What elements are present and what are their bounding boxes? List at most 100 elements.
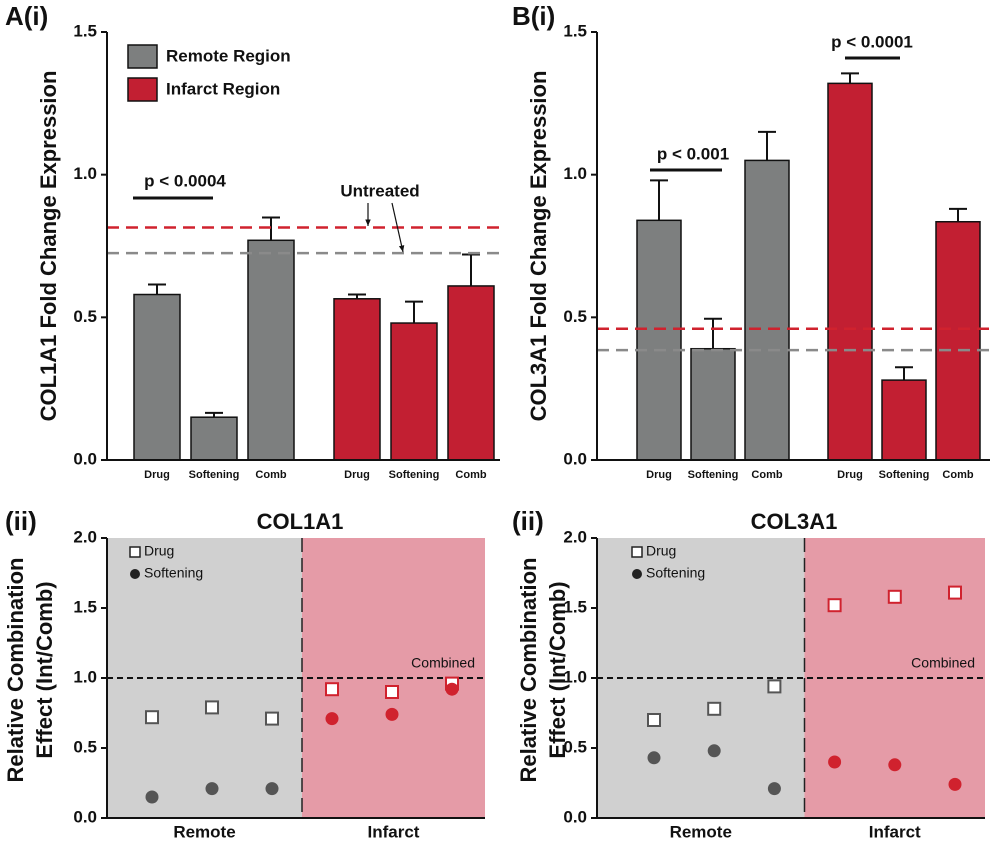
chart-title: COL1A1 <box>257 509 344 534</box>
y-tick-label: 1.0 <box>563 667 587 686</box>
point-square <box>887 589 902 604</box>
y-tick-label: 1.5 <box>73 21 97 40</box>
x-tick-label: Comb <box>751 469 782 481</box>
annotation: Untreated <box>340 181 419 200</box>
point-circle <box>888 758 902 772</box>
panel-label: (ii) <box>512 506 544 536</box>
group-label: Remote <box>173 822 235 841</box>
x-tick-label: Drug <box>837 469 863 481</box>
chart-title: COL3A1 <box>751 509 838 534</box>
point-circle <box>325 712 339 726</box>
x-tick-label: Softening <box>189 469 240 481</box>
bar <box>190 416 238 461</box>
y-tick-label: 1.0 <box>73 667 97 686</box>
y-tick-label: 0.0 <box>563 807 587 826</box>
y-tick-label: 0.5 <box>73 307 97 326</box>
legend-marker <box>632 569 642 579</box>
annotation: p < 0.0001 <box>831 32 913 51</box>
panel-label: A(i) <box>5 1 48 31</box>
group-label: Infarct <box>368 822 420 841</box>
bar <box>133 293 181 461</box>
bar <box>881 379 927 461</box>
legend-marker <box>130 569 140 579</box>
point-square <box>948 585 962 600</box>
point-circle <box>707 744 721 758</box>
panel-label: B(i) <box>512 1 555 31</box>
y-tick-label: 1.0 <box>73 164 97 183</box>
point-circle <box>265 782 279 796</box>
arrow-head <box>365 219 371 226</box>
x-tick-label: Drug <box>344 469 370 481</box>
bar <box>333 298 381 461</box>
bar <box>636 219 682 461</box>
point-square <box>265 711 279 726</box>
group-label: Remote <box>670 822 732 841</box>
point-circle <box>948 777 962 791</box>
point-square <box>145 710 159 725</box>
y-tick-label: 0.0 <box>563 449 587 468</box>
legend-marker <box>129 546 141 558</box>
bar <box>447 285 495 461</box>
reference-label: Combined <box>911 655 975 671</box>
point-square <box>707 701 722 716</box>
legend-marker <box>631 546 643 558</box>
legend-label: Softening <box>646 565 705 581</box>
point-circle <box>145 790 159 804</box>
bar <box>390 322 438 461</box>
y-tick-label: 0.5 <box>563 307 587 326</box>
y-tick-label: 0.5 <box>563 737 587 756</box>
point-square <box>827 598 842 613</box>
x-tick-label: Comb <box>455 469 486 481</box>
x-tick-label: Softening <box>389 469 440 481</box>
bar <box>744 159 790 461</box>
y-tick-label: 1.5 <box>563 597 587 616</box>
bar <box>935 220 981 461</box>
legend-swatch <box>127 44 158 69</box>
annotation: p < 0.001 <box>657 144 729 163</box>
y-axis-label: Relative Combination <box>3 558 28 783</box>
x-tick-label: Drug <box>646 469 672 481</box>
y-axis-label: Effect (Int/Comb) <box>32 581 57 758</box>
point-square <box>647 713 661 727</box>
y-axis-label: Relative Combination <box>516 558 541 783</box>
y-tick-label: 0.5 <box>73 737 97 756</box>
y-tick-label: 1.0 <box>563 164 587 183</box>
y-tick-label: 0.0 <box>73 807 97 826</box>
arrow <box>391 202 404 253</box>
legend-swatch <box>127 77 158 102</box>
y-tick-label: 0.0 <box>73 449 97 468</box>
legend-label: Infarct Region <box>166 79 280 98</box>
y-tick-label: 1.5 <box>563 21 587 40</box>
bar <box>827 82 873 461</box>
point-circle <box>767 782 781 796</box>
point-square <box>325 682 339 697</box>
point-square <box>767 679 782 694</box>
panel-label: (ii) <box>5 506 37 536</box>
legend-label: Softening <box>144 565 203 581</box>
point-square <box>385 685 399 699</box>
x-tick-label: Softening <box>879 469 930 481</box>
legend-label: Drug <box>144 543 174 559</box>
x-tick-label: Comb <box>255 469 286 481</box>
y-tick-label: 2.0 <box>563 527 587 546</box>
arrow-head <box>398 245 405 252</box>
y-tick-label: 2.0 <box>73 527 97 546</box>
reference-label: Combined <box>411 655 475 671</box>
point-circle <box>445 682 459 696</box>
x-tick-label: Drug <box>144 469 170 481</box>
point-circle <box>828 755 842 769</box>
y-axis-label: COL3A1 Fold Change Expression <box>526 71 551 422</box>
x-tick-label: Comb <box>942 469 973 481</box>
y-tick-label: 1.5 <box>73 597 97 616</box>
point-circle <box>385 707 399 721</box>
y-axis-label: Effect (Int/Comb) <box>545 581 570 758</box>
legend-label: Remote Region <box>166 46 291 65</box>
bar <box>247 239 295 461</box>
point-circle <box>205 782 219 796</box>
y-axis-label: COL1A1 Fold Change Expression <box>36 71 61 422</box>
legend-label: Drug <box>646 543 676 559</box>
point-circle <box>647 751 661 765</box>
bar <box>690 347 736 461</box>
region-background <box>804 538 985 818</box>
